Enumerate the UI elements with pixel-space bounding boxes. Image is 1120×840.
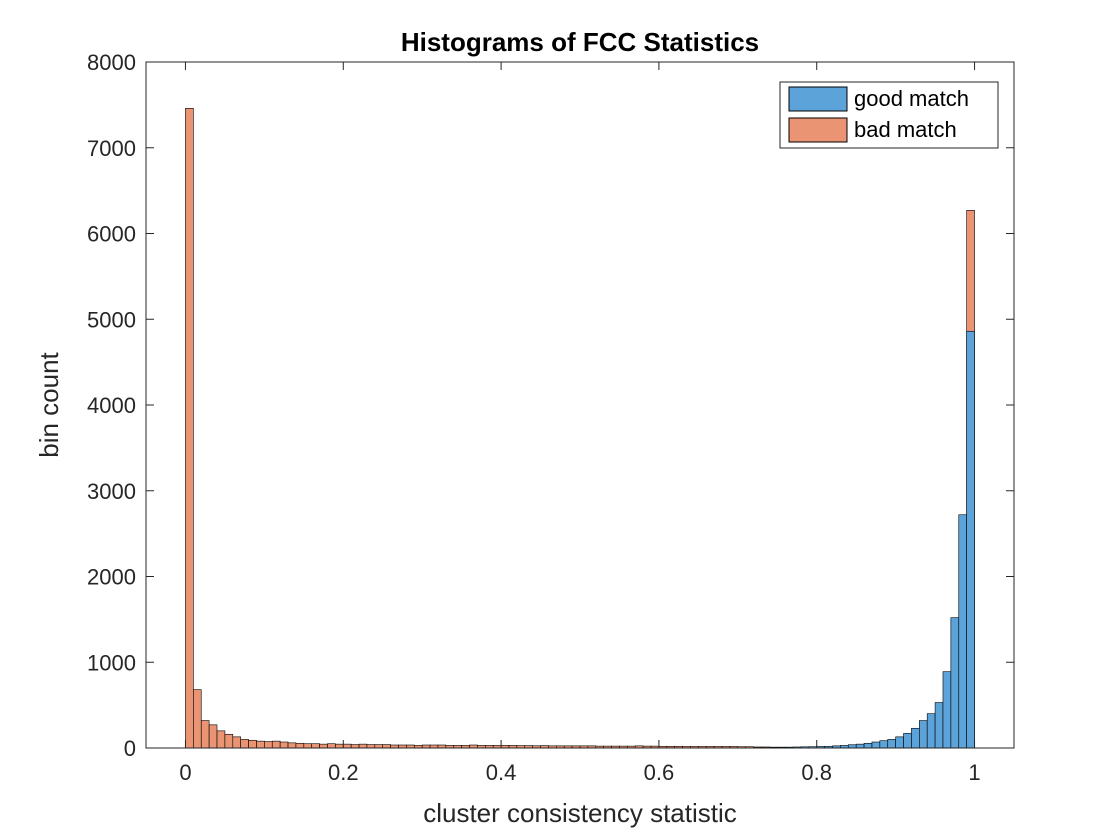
bar-bad-match <box>319 743 328 749</box>
bar-bad-match <box>303 743 313 749</box>
y-tick-label: 6000 <box>87 222 136 247</box>
x-tick-label: 0.2 <box>328 760 359 785</box>
bar-good-match <box>895 736 904 749</box>
x-tick-label: 0.6 <box>644 760 675 785</box>
bar-good-match <box>958 514 967 749</box>
bar-good-match <box>855 743 865 749</box>
bar-bad-match <box>335 743 344 749</box>
legend-label-bad-match: bad match <box>854 117 957 142</box>
bar-bad-match <box>224 733 234 749</box>
bar-bad-match <box>382 744 391 749</box>
legend-label-good-match: good match <box>854 86 969 111</box>
bar-good-match <box>903 733 912 749</box>
plot-area-frame <box>145 61 1015 749</box>
y-tick-label: 5000 <box>87 307 136 332</box>
axis-ticks <box>146 61 1014 749</box>
bar-bad-match <box>185 108 194 749</box>
y-tick-label: 0 <box>124 736 136 761</box>
bar-bad-match <box>248 739 257 749</box>
x-tick-label: 0.8 <box>801 760 832 785</box>
bar-good-match <box>887 739 896 749</box>
bar-bad-match <box>342 743 352 749</box>
bar-good-match <box>871 741 881 749</box>
y-tick-label: 4000 <box>87 393 136 418</box>
bar-bad-match <box>232 736 241 749</box>
x-axis-title: cluster consistency statistic <box>423 798 737 828</box>
x-tick-label: 0.4 <box>486 760 517 785</box>
bar-bad-match <box>287 742 297 749</box>
axis-tick-labels: 0 0.2 0.4 0.6 0.8 1 0 1000 2000 3000 4000 5000 6000 7… <box>87 50 981 785</box>
bar-bad-match <box>271 740 281 749</box>
good-match-bars <box>753 330 975 749</box>
bar-good-match <box>926 713 936 749</box>
bar-good-match <box>966 330 975 749</box>
bar-good-match <box>911 727 920 749</box>
bad-match-bars <box>185 108 975 749</box>
bar-bad-match <box>350 744 360 749</box>
bar-good-match <box>919 720 928 749</box>
bar-bad-match <box>358 743 368 749</box>
legend: good match bad match <box>779 81 999 149</box>
bar-good-match <box>950 617 960 749</box>
bar-bad-match <box>311 743 320 749</box>
bar-bad-match <box>208 724 218 749</box>
y-tick-label: 2000 <box>87 565 136 590</box>
y-tick-label: 8000 <box>87 50 136 75</box>
y-tick-label: 3000 <box>87 479 136 504</box>
bar-bad-match <box>216 730 226 749</box>
bar-bad-match <box>366 744 376 749</box>
y-tick-label: 7000 <box>87 136 136 161</box>
bar-bad-match <box>327 743 336 749</box>
bar-bad-match <box>193 689 202 749</box>
bar-bad-match <box>240 739 249 749</box>
bar-bad-match <box>200 720 210 749</box>
bar-bad-match <box>264 741 273 749</box>
bar-good-match <box>934 702 944 749</box>
bar-bad-match <box>279 741 289 749</box>
legend-swatch-bad-match <box>788 117 848 143</box>
legend-swatch-good-match <box>788 86 848 112</box>
bar-good-match <box>863 742 873 749</box>
chart-title: Histograms of FCC Statistics <box>401 27 759 57</box>
y-tick-label: 1000 <box>87 650 136 675</box>
bar-bad-match <box>256 740 265 749</box>
bar-good-match <box>942 671 952 749</box>
y-axis-title: bin count <box>34 351 64 457</box>
x-tick-label: 1 <box>968 760 980 785</box>
bar-bad-match <box>374 744 384 749</box>
bar-bad-match <box>295 742 305 749</box>
bar-good-match <box>879 740 889 749</box>
x-tick-label: 0 <box>179 760 191 785</box>
